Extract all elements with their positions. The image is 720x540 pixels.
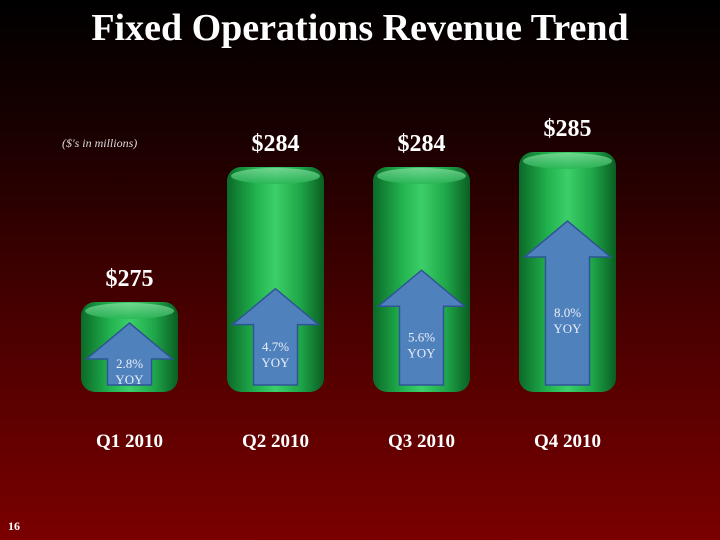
yoy-arrow-icon (376, 269, 467, 386)
value-label: $275 (106, 266, 154, 292)
category-label: Q4 2010 (534, 431, 601, 452)
value-label: $284 (398, 131, 446, 157)
units-note: ($'s in millions) (62, 136, 138, 150)
bar-cylinder-top (231, 168, 320, 184)
category-label: Q3 2010 (388, 431, 455, 452)
bar-cylinder (227, 167, 324, 392)
yoy-arrow-icon (230, 287, 321, 386)
category-label: Q2 2010 (242, 431, 309, 452)
yoy-percent: 5.6% (408, 330, 435, 345)
yoy-suffix: YOY (407, 346, 436, 361)
slide-title: Fixed Operations Revenue Trend (91, 7, 629, 49)
bar-cylinder-top (377, 168, 466, 184)
yoy-percent: 8.0% (554, 305, 581, 320)
value-label: $285 (544, 116, 592, 142)
page-number: 16 (8, 519, 20, 533)
value-label: $284 (252, 131, 300, 157)
yoy-arrow-icon (522, 220, 613, 386)
yoy-percent: 4.7% (262, 339, 289, 354)
bar-cylinder-top (523, 153, 612, 169)
bar-cylinder-top (85, 303, 174, 319)
yoy-suffix: YOY (553, 321, 582, 336)
yoy-suffix: YOY (115, 372, 144, 387)
yoy-suffix: YOY (261, 355, 290, 370)
yoy-percent: 2.8% (116, 356, 143, 371)
yoy-arrow-icon (84, 322, 175, 386)
category-label: Q1 2010 (96, 431, 163, 452)
